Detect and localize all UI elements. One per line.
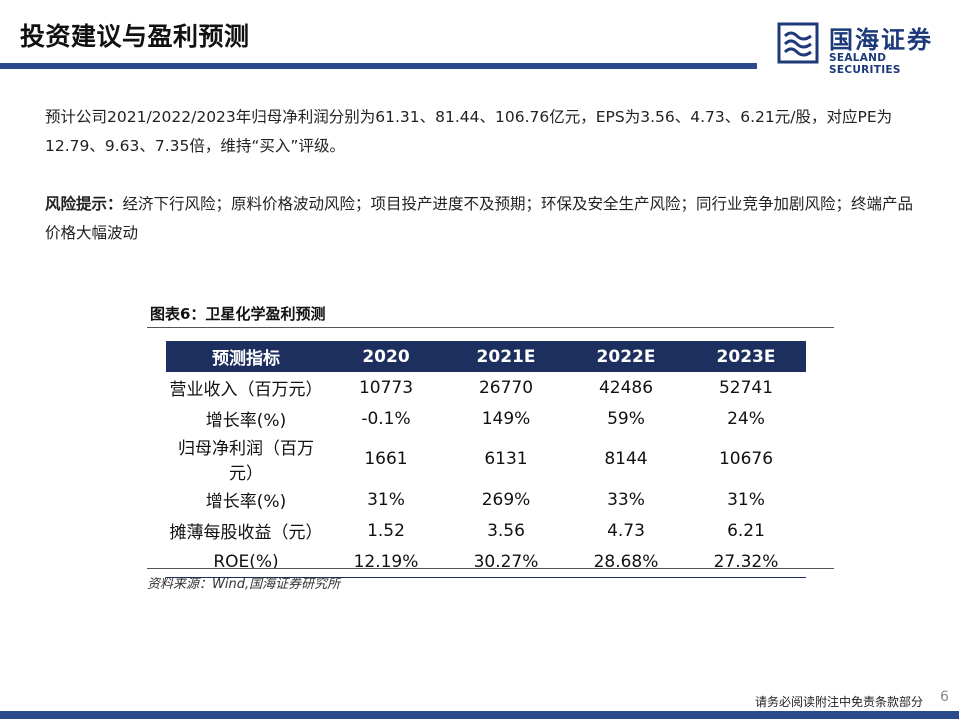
investment-recommendation: 预计公司2021/2022/2023年归母净利润分别为61.31、81.44、1… [45,108,893,155]
row-label: 增长率(%) [205,492,287,512]
table-row: 营业收入（百万元） 10773 26770 42486 52741 [166,372,806,403]
table-cell: 6.21 [727,520,765,541]
table-cell: 31% [367,489,405,510]
table-cell: 269% [481,489,531,510]
row-label: 摊薄每股收益（元） [169,523,323,543]
table-cell: 3.56 [487,520,525,541]
table-cell: 52741 [718,377,774,398]
logo-chinese-name: 国海证券 [829,26,933,54]
table-row: 归母净利润（百万元） 1661 6131 8144 10676 [166,434,806,484]
table-cell: 27.32% [686,546,806,578]
data-source: 资料来源：Wind,国海证券研究所 [147,577,341,592]
row-label: 营业收入（百万元） [169,380,323,400]
table-cell: 6131 [484,449,528,469]
column-header: 2021E [446,341,566,372]
sealand-logo-icon [777,22,819,64]
table-row: 增长率(%) 31% 269% 33% 31% [166,484,806,515]
column-header: 2022E [566,341,686,372]
table-cell: 10676 [718,449,774,469]
table-row: 摊薄每股收益（元） 1.52 3.56 4.73 6.21 [166,515,806,546]
table-cell: 30.27% [446,546,566,578]
row-label: ROE(%) [166,546,326,578]
figure-title: 图表6：卫星化学盈利预测 [150,305,326,323]
table-cell: 31% [727,489,765,510]
table-cell: 42486 [598,377,654,398]
figure-bottom-rule [147,568,834,569]
footer-disclaimer: 请务必阅读附注中免责条款部分 [755,695,924,709]
row-label: 增长率(%) [205,411,287,431]
table-cell: 149% [481,408,531,429]
logo-english-name: SEALAND SECURITIES [829,52,901,76]
table-cell: 24% [727,408,765,429]
footer-bar [0,711,959,719]
table-row: 增长率(%) -0.1% 149% 59% 24% [166,403,806,434]
header-divider [0,63,757,69]
figure-top-rule [147,327,834,328]
table-cell: 1.52 [367,520,405,541]
company-logo: 国海证券 SEALAND SECURITIES [777,20,957,76]
risk-label: 风险提示： [45,195,123,213]
risk-text: 经济下行风险；原料价格波动风险；项目投产进度不及预期；环保及安全生产风险；同行业… [45,195,914,242]
table-cell: 8144 [604,449,648,469]
page-title: 投资建议与盈利预测 [20,22,250,51]
row-label: 归母净利润（百万元） [178,439,314,484]
page-number: 6 [940,689,949,705]
table-cell: 4.73 [607,520,645,541]
earnings-forecast-table: 预测指标 2020 2021E 2022E 2023E 营业收入（百万元） 10… [166,341,806,578]
table-cell: 33% [607,489,645,510]
table-cell: -0.1% [361,408,411,429]
table-cell: 26770 [478,377,534,398]
column-header: 2020 [326,341,446,372]
table-cell: 10773 [358,377,414,398]
column-header: 2023E [686,341,806,372]
table-cell: 59% [607,408,645,429]
column-header: 预测指标 [166,341,326,372]
table-header-row: 预测指标 2020 2021E 2022E 2023E [166,341,806,372]
table-cell: 12.19% [326,546,446,578]
table-row: ROE(%) 12.19% 30.27% 28.68% 27.32% [166,546,806,578]
table-cell: 28.68% [566,546,686,578]
table-cell: 1661 [364,449,408,469]
risk-warning: 风险提示：经济下行风险；原料价格波动风险；项目投产进度不及预期；环保及安全生产风… [45,190,915,248]
